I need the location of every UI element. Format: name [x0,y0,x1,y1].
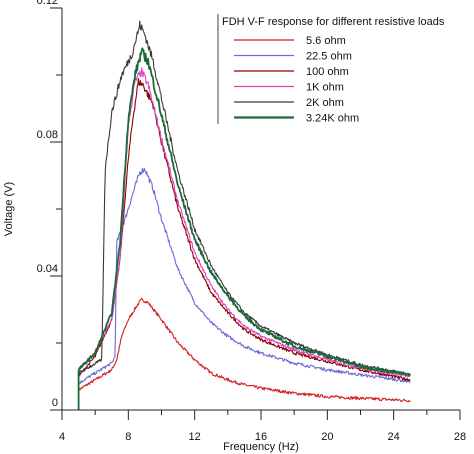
series-line-6 [77,47,412,410]
series-line-2 [78,167,411,410]
y-tick-label: 0.08 [37,129,58,141]
legend-title: FDH V-F response for different resistive… [222,16,445,28]
y-tick-label: 0.12 [37,0,58,7]
legend: FDH V-F response for different resistive… [217,14,445,125]
legend-entry-label: 1K ohm [306,82,344,94]
series-layer [77,20,412,410]
x-tick-label: 16 [255,431,267,443]
series-line-5 [78,20,411,410]
legend-entry-label: 100 ohm [306,66,349,78]
x-tick-label: 4 [59,431,65,443]
legend-entry-label: 2K ohm [306,97,344,109]
legend-entry-label: 3.24K ohm [306,113,359,125]
series-line-1 [78,297,411,410]
x-axis-title: Frequency (Hz) [223,441,299,453]
y-tick-label: 0.04 [37,263,58,275]
x-tick-label: 20 [321,431,333,443]
x-tick-label: 24 [388,431,400,443]
y-axis-title: Voltage (V) [3,182,15,236]
x-tick-label: 28 [454,431,466,443]
x-tick-label: 12 [189,431,201,443]
y-tick-label: 0 [52,397,58,409]
x-tick-label: 8 [125,431,131,443]
legend-entry-label: 22.5 ohm [306,51,352,63]
legend-entry-label: 5.6 ohm [306,35,346,47]
axes-layer: 0 0.04 0.08 0.12 4 8 12 16 20 24 28 Frequency (Hz) V… [3,0,466,453]
